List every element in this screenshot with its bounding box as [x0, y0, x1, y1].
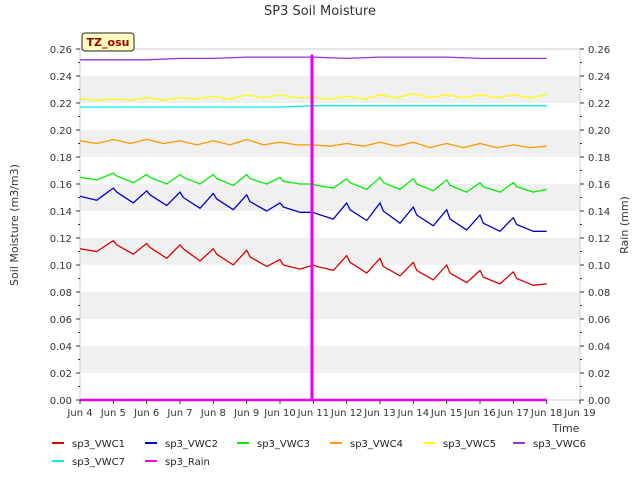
grid-band	[80, 292, 580, 319]
y-axis-label: Soil Moisture (m3/m3)	[8, 164, 21, 286]
site-badge-label: TZ_osu	[87, 36, 130, 49]
grid-band	[80, 238, 580, 265]
y-tick-label: 0.22	[50, 99, 72, 110]
y-tick-label: 0.10	[50, 261, 72, 272]
x-tick-label: Jun 11	[297, 408, 330, 419]
x-tick-label: Jun 13	[363, 408, 396, 419]
y2-tick-label: 0.18	[588, 153, 610, 164]
legend-label: sp3_VWC5	[443, 439, 496, 450]
legend-item-sp3-vwc7: sp3_VWC7	[52, 457, 125, 468]
y-tick-label: 0.20	[50, 126, 72, 137]
y2-tick-label: 0.06	[588, 315, 610, 326]
y2-tick-label: 0.24	[588, 72, 610, 83]
y-tick-label: 0.02	[50, 369, 72, 380]
series-line-sp3-rain	[80, 54, 547, 402]
y-tick-label: 0.00	[50, 396, 72, 407]
y-tick-label: 0.12	[50, 234, 72, 245]
y-axis-left: 0.00 0.02 0.04 0.06 0.08 0.10 0.12 0.14 0.16 0.18…	[50, 45, 80, 407]
x-tick-label: Jun 14	[397, 408, 430, 419]
series-lines	[79, 54, 547, 402]
legend-item-sp3-vwc4: sp3_VWC4	[330, 439, 403, 450]
chart-title: SP3 Soil Moisture	[264, 4, 376, 19]
legend-label: sp3_Rain	[165, 457, 210, 468]
series-line-sp3-vwc3	[79, 172, 547, 193]
y2-tick-label: 0.20	[588, 126, 610, 137]
grid-band	[80, 130, 580, 157]
x-tick-label: Jun 18	[530, 408, 563, 419]
legend-item-sp3-vwc1: sp3_VWC1	[52, 439, 125, 450]
y-tick-label: 0.18	[50, 153, 72, 164]
grid-band	[80, 346, 580, 373]
y-tick-label: 0.24	[50, 72, 72, 83]
legend-item-sp3-rain: sp3_Rain	[145, 457, 210, 468]
x-tick-label: Jun 17	[497, 408, 530, 419]
legend-label: sp3_VWC1	[72, 439, 125, 450]
legend: sp3_VWC1 sp3_VWC2 sp3_VWC3 sp3_VWC4 sp3_VWC5…	[52, 439, 586, 468]
y-tick-label: 0.26	[50, 45, 72, 56]
y-axis-right: 0.00 0.02 0.04 0.06 0.08 0.10 0.12 0.14 0.16 0.18…	[580, 45, 610, 407]
y-tick-label: 0.16	[50, 180, 72, 191]
y-tick-label: 0.08	[50, 288, 72, 299]
site-badge-box	[81, 32, 135, 52]
y-tick-label: 0.06	[50, 315, 72, 326]
y2-tick-label: 0.22	[588, 99, 610, 110]
x-tick-label: Jun 19	[563, 408, 596, 419]
y2-tick-label: 0.10	[588, 261, 610, 272]
plot-background	[80, 49, 580, 400]
x-tick-label: Jun 15	[430, 408, 463, 419]
x-tick-label: Jun 6	[133, 408, 159, 419]
legend-item-sp3-vwc2: sp3_VWC2	[145, 439, 218, 450]
series-line-sp3-vwc2	[79, 187, 547, 232]
y-tick-label: 0.14	[50, 207, 72, 218]
y2-tick-label: 0.00	[588, 396, 610, 407]
legend-label: sp3_VWC3	[257, 439, 310, 450]
y-tick-label: 0.04	[50, 342, 72, 353]
y2-tick-label: 0.12	[588, 234, 610, 245]
y2-tick-label: 0.14	[588, 207, 610, 218]
series-line-sp3-vwc1	[79, 240, 547, 286]
y2-tick-label: 0.08	[588, 288, 610, 299]
y2-axis-label: Rain (mm)	[618, 196, 631, 254]
x-axis-label: Time	[552, 422, 580, 435]
legend-label: sp3_VWC7	[72, 457, 125, 468]
x-tick-label: Jun 12	[330, 408, 363, 419]
x-axis: Jun 4 Jun 5 Jun 6 Jun 7 Jun 8 Jun 9 Jun 10 Jun …	[66, 400, 596, 419]
legend-item-sp3-vwc6: sp3_VWC6	[513, 439, 586, 450]
y2-tick-label: 0.02	[588, 369, 610, 380]
y2-tick-label: 0.16	[588, 180, 610, 191]
y2-tick-label: 0.26	[588, 45, 610, 56]
x-tick-label: Jun 9	[233, 408, 259, 419]
legend-item-sp3-vwc3: sp3_VWC3	[237, 439, 310, 450]
x-tick-label: Jun 7	[166, 408, 192, 419]
x-tick-label: Jun 8	[200, 408, 226, 419]
grid-band	[80, 184, 580, 211]
x-tick-label: Jun 4	[66, 408, 92, 419]
x-tick-label: Jun 16	[463, 408, 496, 419]
legend-label: sp3_VWC4	[350, 439, 403, 450]
legend-label: sp3_VWC6	[533, 439, 586, 450]
legend-item-sp3-vwc5: sp3_VWC5	[423, 439, 496, 450]
site-badge: TZ_osu	[81, 32, 135, 52]
y2-tick-label: 0.04	[588, 342, 610, 353]
legend-label: sp3_VWC2	[165, 439, 218, 450]
x-tick-label: Jun 10	[263, 408, 296, 419]
x-tick-label: Jun 5	[100, 408, 126, 419]
